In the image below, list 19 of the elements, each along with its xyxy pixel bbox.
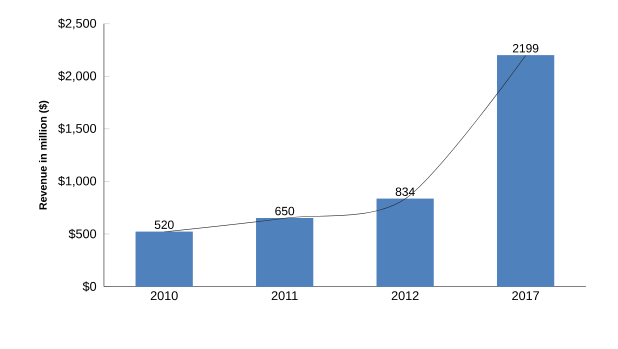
data-label: 2199 xyxy=(512,44,538,53)
y-axis-title: Revenue in million ($) xyxy=(38,100,49,210)
x-tick-label: 2011 xyxy=(272,291,298,300)
x-tick-label: 2017 xyxy=(512,291,540,300)
bar xyxy=(376,198,434,287)
y-tick-label: $1,000 xyxy=(58,176,96,187)
y-tick-label: $2,500 xyxy=(58,18,96,30)
y-tick-label: $0 xyxy=(82,281,96,292)
bar xyxy=(497,55,554,287)
data-label: 834 xyxy=(396,188,415,196)
bar xyxy=(136,232,193,287)
x-tick-label: 2010 xyxy=(150,291,178,300)
y-tick-label: $2,000 xyxy=(58,70,96,82)
y-tick-label: $1,500 xyxy=(58,123,96,134)
bar xyxy=(256,218,314,287)
y-tick-label: $500 xyxy=(68,228,96,240)
data-label: 650 xyxy=(275,206,294,216)
data-label: 520 xyxy=(154,220,174,230)
x-tick-label: 2012 xyxy=(392,291,419,300)
